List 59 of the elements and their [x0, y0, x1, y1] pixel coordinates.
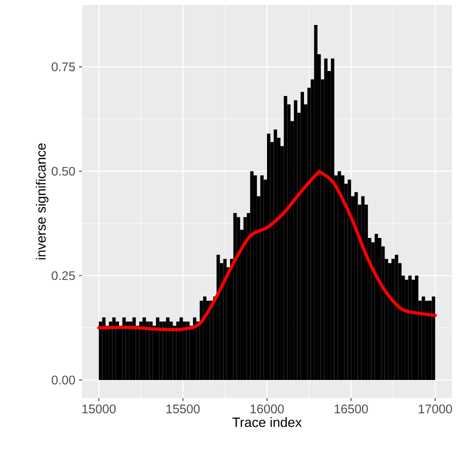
bar [274, 129, 278, 380]
bar [330, 58, 334, 380]
bar [425, 300, 428, 380]
bar [391, 258, 395, 380]
y-axis-title: inverse significance [36, 143, 48, 260]
y-tick-label: 0.00 [52, 376, 75, 384]
bar [404, 280, 408, 380]
bar [254, 175, 257, 380]
y-tick-label: 0.50 [52, 166, 75, 176]
bar [108, 322, 112, 380]
bar [300, 92, 304, 380]
bar [338, 171, 341, 380]
bar [428, 300, 432, 380]
bar [267, 134, 270, 380]
bar [314, 25, 318, 380]
bar [422, 296, 426, 380]
y-tick-label: 0.75 [52, 62, 75, 72]
bar [216, 254, 220, 380]
bar [324, 58, 328, 380]
bar [206, 300, 210, 380]
bar [176, 322, 180, 380]
bar [116, 322, 119, 380]
x-tick-label: 17000 [418, 404, 452, 414]
x-tick-label: 15500 [166, 404, 200, 414]
bar [243, 217, 247, 380]
x-axis-title: Trace index [232, 417, 302, 428]
bar [193, 317, 196, 380]
bar [412, 280, 415, 380]
bar [236, 217, 240, 380]
bar [361, 196, 365, 380]
bar [132, 317, 136, 380]
x-tick-label: 15000 [82, 404, 116, 414]
x-tick-label: 16000 [250, 404, 284, 414]
x-tick-label: 16500 [334, 404, 368, 414]
line-series [97, 170, 437, 332]
bar [156, 317, 160, 380]
bar [378, 238, 382, 380]
y-tick-label: 0.25 [52, 271, 75, 280]
bar [388, 263, 392, 380]
bar [354, 192, 358, 380]
bar [374, 234, 378, 380]
bar [126, 322, 130, 380]
bar [203, 296, 206, 380]
bar [139, 322, 143, 380]
bar [294, 100, 298, 380]
bar [146, 322, 150, 380]
bar [180, 317, 183, 380]
bar [250, 171, 254, 380]
bar [102, 317, 106, 380]
bar [129, 322, 132, 380]
bar [200, 300, 204, 380]
bar [169, 322, 173, 380]
bar [166, 317, 170, 380]
bar [415, 276, 418, 380]
bar [348, 180, 352, 380]
bar [182, 322, 186, 380]
bar [341, 175, 344, 380]
bar [142, 317, 146, 380]
bar [162, 322, 166, 380]
